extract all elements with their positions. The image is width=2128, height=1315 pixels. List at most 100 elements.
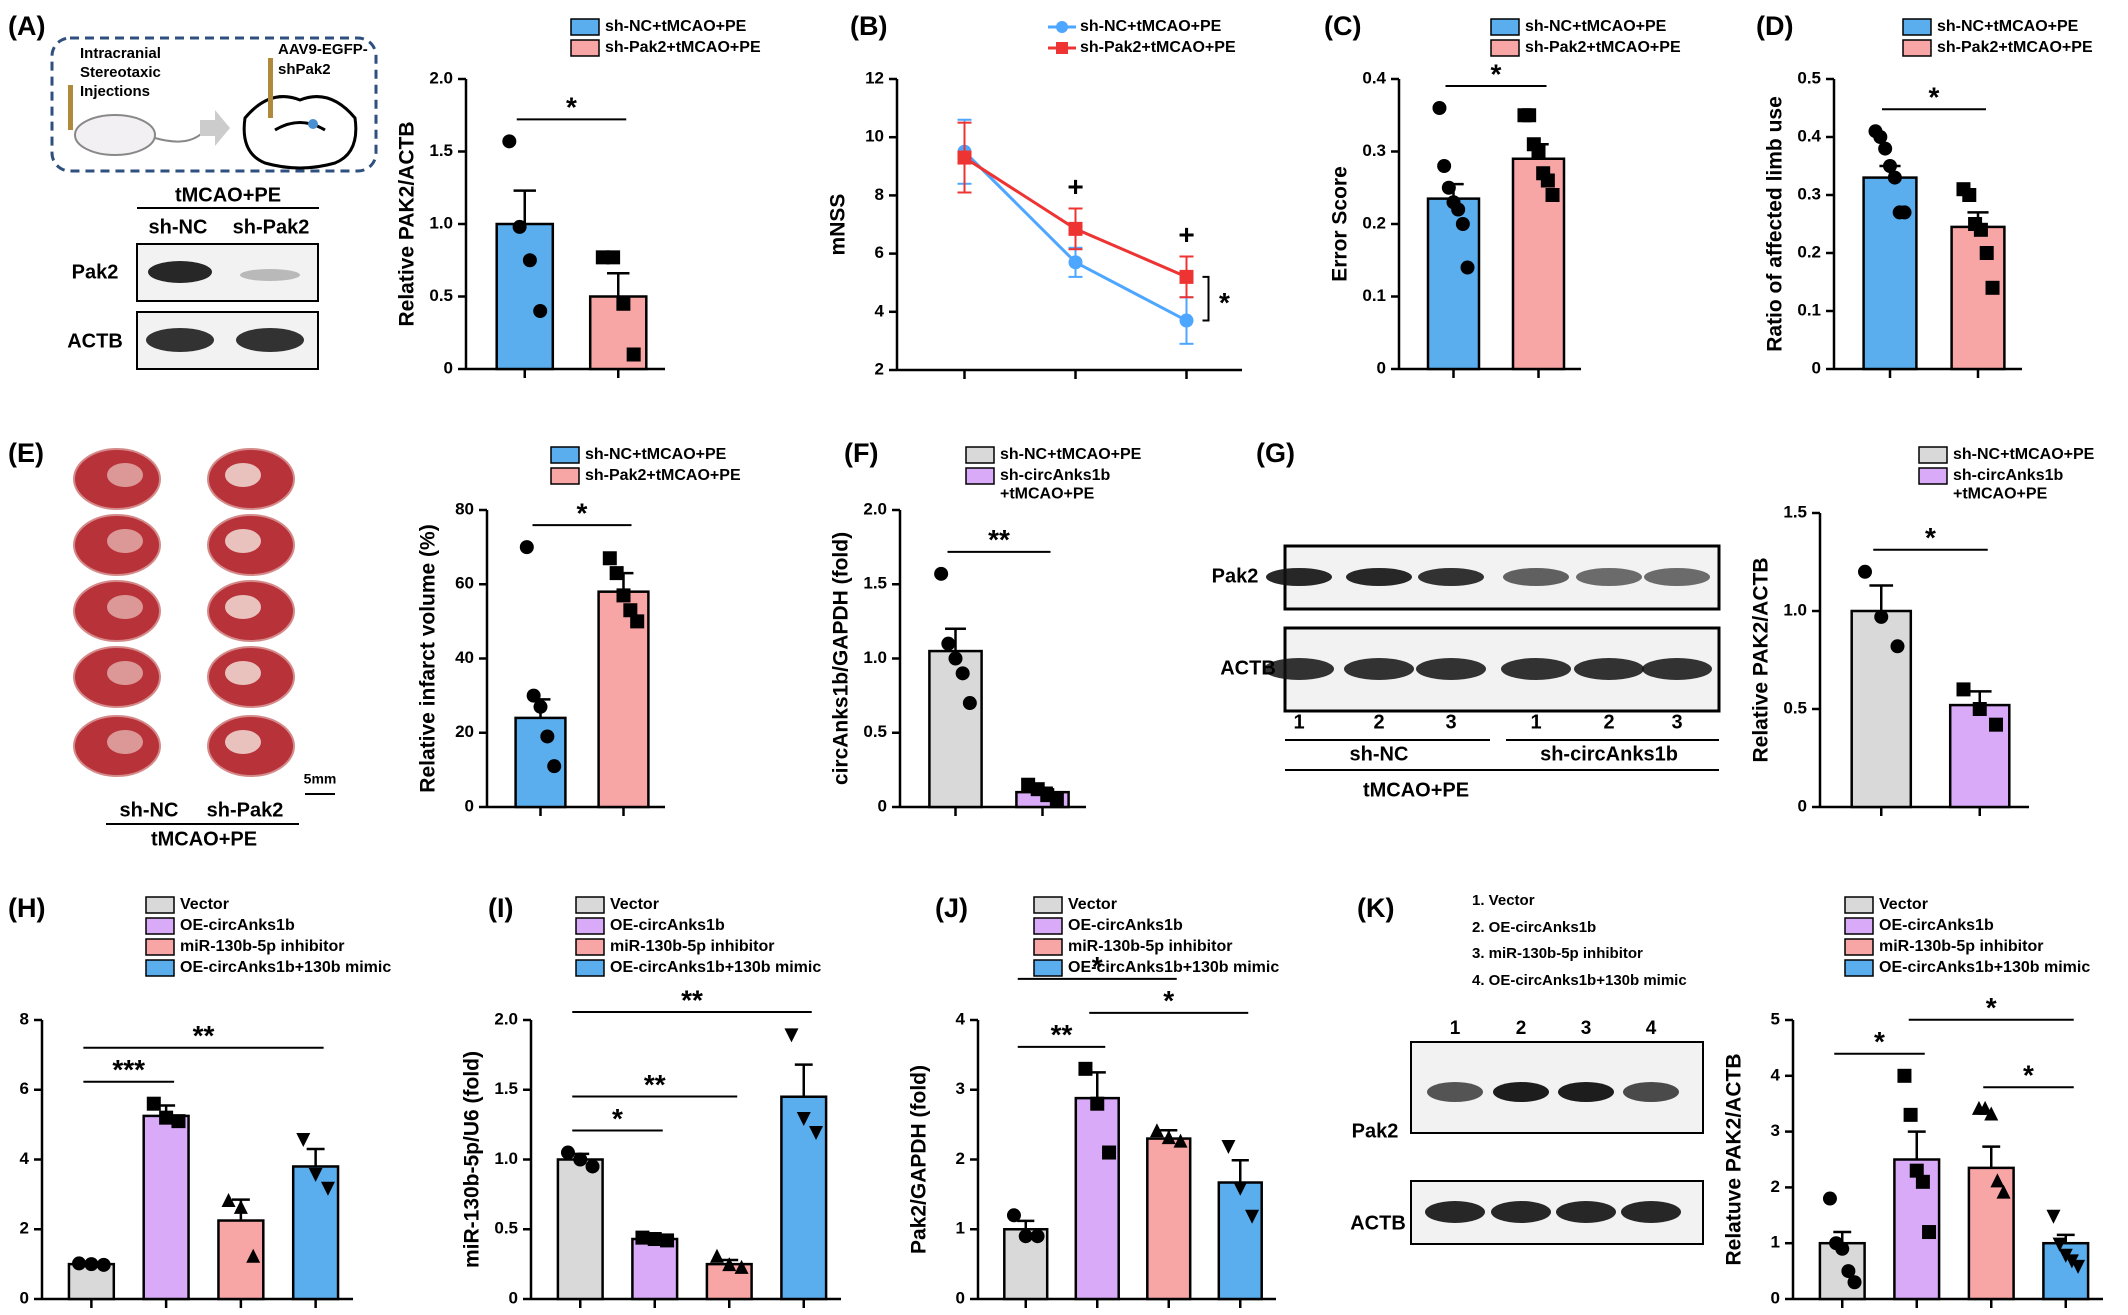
blot-band <box>1266 568 1332 586</box>
data-point <box>1522 108 1537 123</box>
blot-band <box>1558 1082 1614 1102</box>
blot-band <box>1344 658 1414 680</box>
y-tick-label: 2.0 <box>494 1009 518 1028</box>
infarct-area <box>107 595 143 619</box>
legend-label: Vector <box>1879 896 1928 913</box>
data-point <box>2052 1237 2067 1252</box>
y-tick-label: 0.5 <box>1797 68 1821 87</box>
y-tick-label: 8 <box>875 185 884 204</box>
blot-lane: 1 <box>1293 711 1304 733</box>
data-point <box>955 666 970 681</box>
blot-band <box>148 261 212 283</box>
data-point <box>502 134 517 149</box>
data-point <box>1883 159 1897 173</box>
legend-swatch <box>1844 917 1874 935</box>
blot-band <box>1493 1082 1549 1102</box>
bar <box>495 222 555 371</box>
data-point <box>1878 141 1893 156</box>
schematic-text: Injections <box>80 83 150 100</box>
data-point <box>1056 21 1068 33</box>
bar <box>1850 609 1913 809</box>
legend-swatch <box>570 39 600 57</box>
legend-label: sh-NC+tMCAO+PE <box>585 446 727 463</box>
blot-row: ACTB <box>1350 1212 1406 1234</box>
legend-label: OE-circAnks1b <box>1879 917 1994 934</box>
infarct-area <box>107 661 143 685</box>
schematic-text: shPak2 <box>278 61 331 78</box>
data-point <box>560 1145 575 1160</box>
data-point <box>1857 564 1872 579</box>
y-axis-label: Relatuve PAK2/ACTB <box>1723 1054 1746 1266</box>
data-point <box>616 296 631 311</box>
legend-label: miR-130b-5p inhibitor <box>1068 938 1232 955</box>
data-point <box>547 759 562 774</box>
legend-swatch <box>1490 39 1520 57</box>
blot-lane: 2 <box>1373 711 1384 733</box>
data-point <box>1006 1208 1021 1223</box>
data-point <box>1068 221 1083 236</box>
blot-key: 4. OE-circAnks1b+130b mimic <box>1472 972 1687 989</box>
y-tick-label: 2.0 <box>863 499 887 518</box>
data-point <box>1887 170 1902 185</box>
data-point <box>1441 180 1456 195</box>
data-point <box>1540 173 1555 188</box>
data-point <box>1460 260 1475 275</box>
data-point <box>1437 159 1452 173</box>
slice-condition: tMCAO+PE <box>151 828 257 850</box>
legend-swatch <box>145 959 175 977</box>
data-point <box>533 699 548 714</box>
legend-label: sh-Pak2+tMCAO+PE <box>585 467 741 484</box>
y-tick-label: 80 <box>455 499 474 518</box>
blot-row: Pak2 <box>1352 1120 1399 1142</box>
blot-band <box>1574 658 1644 680</box>
y-tick-label: 0 <box>1798 796 1807 815</box>
data-point <box>1985 280 2000 295</box>
legend-label: sh-NC+tMCAO+PE <box>1953 446 2095 463</box>
data-point <box>957 150 972 165</box>
data-point <box>573 1152 588 1167</box>
bar <box>1950 225 2006 371</box>
y-tick-label: 1.5 <box>1783 502 1807 521</box>
y-tick-label: 2 <box>956 1149 965 1168</box>
blot-lane: 3 <box>1581 1018 1592 1039</box>
blot-lane: sh-Pak2 <box>233 216 310 238</box>
legend-label: OE-circAnks1b+130b mimic <box>1879 959 2090 976</box>
significance-label: *** <box>112 1054 145 1085</box>
slice-lane: sh-Pak2 <box>207 799 284 821</box>
blot-condition: tMCAO+PE <box>175 184 281 206</box>
y-tick-label: 6 <box>20 1079 29 1098</box>
infarct-area <box>107 529 143 553</box>
bar <box>1217 1181 1263 1301</box>
brain-ventricle <box>274 121 326 132</box>
y-tick-label: 0.4 <box>1797 126 1821 145</box>
blot-key: 2. OE-circAnks1b <box>1472 919 1596 936</box>
blot-band <box>1264 658 1334 680</box>
blot-band <box>1501 658 1571 680</box>
data-point <box>1903 1107 1918 1122</box>
blot-band <box>1576 568 1642 586</box>
y-tick-label: 10 <box>865 127 884 146</box>
legend-swatch <box>1033 917 1063 935</box>
legend-swatch <box>1844 959 1874 977</box>
panel-label: (E) <box>8 438 44 468</box>
y-tick-label: 0.2 <box>1362 213 1386 232</box>
data-point <box>1990 1173 2005 1188</box>
legend-label: sh-NC+tMCAO+PE <box>1525 18 1667 35</box>
y-tick-label: 1.0 <box>863 648 887 667</box>
bar <box>631 1237 679 1301</box>
schematic-text: AAV9-EGFP- <box>278 41 368 58</box>
y-tick-label: 3 <box>1771 1121 1780 1140</box>
data-point <box>1149 1123 1164 1138</box>
blot-band <box>1427 1082 1483 1102</box>
data-point <box>1979 246 1994 260</box>
infarct-area <box>225 463 261 487</box>
y-tick-label: 0 <box>1771 1288 1780 1307</box>
y-tick-label: 40 <box>455 648 474 667</box>
y-tick-label: 1.5 <box>494 1079 518 1098</box>
blot-lane: 3 <box>1671 711 1682 733</box>
bar <box>1426 197 1481 371</box>
y-tick-label: 4 <box>20 1149 30 1168</box>
y-tick-label: 5 <box>1771 1009 1780 1028</box>
data-point <box>1018 1229 1033 1244</box>
data-point <box>1973 222 1988 237</box>
